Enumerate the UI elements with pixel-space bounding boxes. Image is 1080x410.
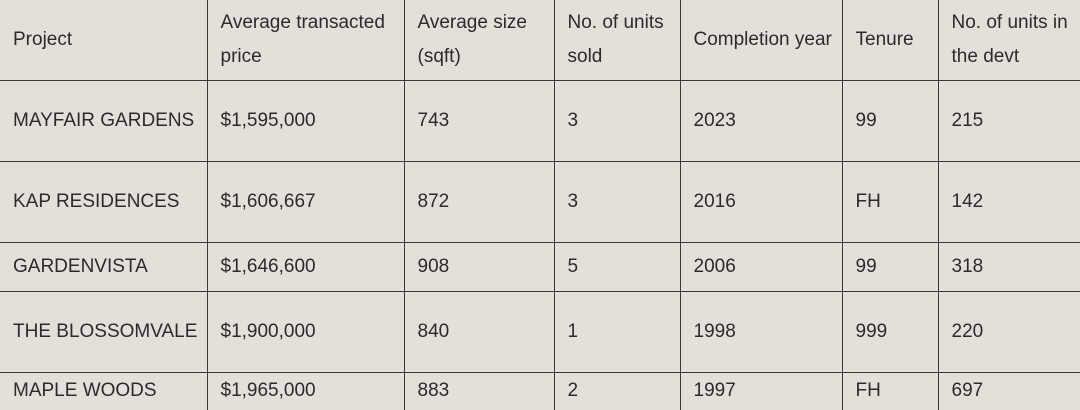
cell-units-sold: 5	[553, 241, 681, 292]
cell-units-sold: 3	[553, 79, 681, 162]
cell-completion-year: 1997	[679, 371, 843, 410]
cell-average-size: 872	[403, 160, 555, 243]
cell-tenure: FH	[841, 160, 939, 243]
cell-units-in-devt: 142	[937, 160, 1080, 243]
header-tenure: Tenure	[841, 0, 939, 81]
header-average-size: Average size (sqft)	[403, 0, 555, 81]
header-completion-year: Completion year	[679, 0, 843, 81]
header-average-price: Average transacted price	[206, 0, 405, 81]
cell-tenure: 99	[841, 79, 939, 162]
cell-tenure: 99	[841, 241, 939, 292]
cell-completion-year: 2023	[679, 79, 843, 162]
cell-project: MAPLE WOODS	[0, 371, 208, 410]
table-row: KAP RESIDENCES $1,606,667 872 3 2016 FH …	[0, 160, 1080, 243]
cell-units-sold: 2	[553, 371, 681, 410]
cell-project: GARDENVISTA	[0, 241, 208, 292]
cell-average-size: 908	[403, 241, 555, 292]
cell-project: KAP RESIDENCES	[0, 160, 208, 243]
cell-completion-year: 2006	[679, 241, 843, 292]
cell-average-size: 840	[403, 290, 555, 373]
cell-units-in-devt: 215	[937, 79, 1080, 162]
header-units-in-devt: No. of units in the devt	[937, 0, 1080, 81]
cell-tenure: FH	[841, 371, 939, 410]
table-row: GARDENVISTA $1,646,600 908 5 2006 99 318	[0, 241, 1080, 292]
cell-units-sold: 1	[553, 290, 681, 373]
table-row: MAYFAIR GARDENS $1,595,000 743 3 2023 99…	[0, 79, 1080, 162]
table-row: THE BLOSSOMVALE $1,900,000 840 1 1998 99…	[0, 290, 1080, 373]
cell-average-price: $1,595,000	[206, 79, 405, 162]
cell-average-price: $1,646,600	[206, 241, 405, 292]
cell-average-size: 743	[403, 79, 555, 162]
cell-units-in-devt: 220	[937, 290, 1080, 373]
cell-completion-year: 1998	[679, 290, 843, 373]
table-row: MAPLE WOODS $1,965,000 883 2 1997 FH 697	[0, 371, 1080, 410]
cell-completion-year: 2016	[679, 160, 843, 243]
header-units-sold: No. of units sold	[553, 0, 681, 81]
header-project: Project	[0, 0, 208, 81]
cell-average-price: $1,606,667	[206, 160, 405, 243]
cell-average-size: 883	[403, 371, 555, 410]
table-header-row: Project Average transacted price Average…	[0, 0, 1080, 81]
cell-project: MAYFAIR GARDENS	[0, 79, 208, 162]
cell-average-price: $1,900,000	[206, 290, 405, 373]
cell-units-sold: 3	[553, 160, 681, 243]
cell-units-in-devt: 318	[937, 241, 1080, 292]
cell-average-price: $1,965,000	[206, 371, 405, 410]
cell-project: THE BLOSSOMVALE	[0, 290, 208, 373]
cell-units-in-devt: 697	[937, 371, 1080, 410]
cell-tenure: 999	[841, 290, 939, 373]
